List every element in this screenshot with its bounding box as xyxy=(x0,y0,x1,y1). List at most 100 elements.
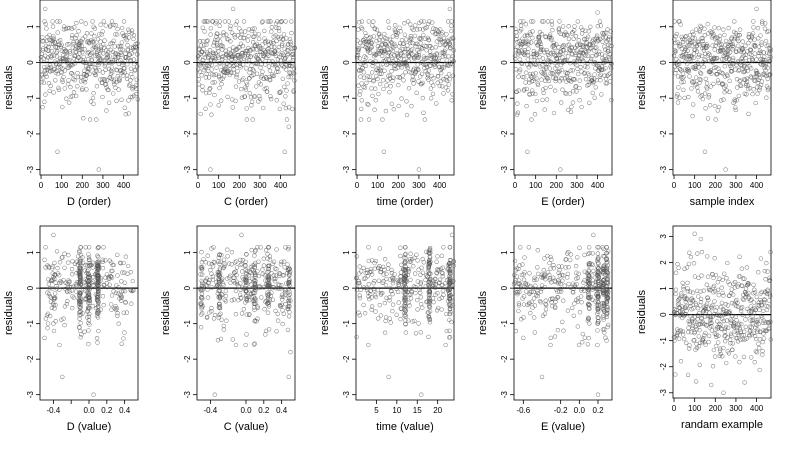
data-point xyxy=(54,49,60,54)
data-point xyxy=(542,256,547,261)
data-point xyxy=(260,69,265,74)
data-point xyxy=(543,78,548,83)
data-point xyxy=(752,51,757,56)
data-point xyxy=(427,49,433,54)
data-point xyxy=(269,271,274,276)
data-point xyxy=(223,288,229,294)
data-point xyxy=(764,95,769,100)
data-point xyxy=(422,117,428,122)
data-point xyxy=(592,95,597,100)
data-point xyxy=(402,32,408,37)
data-point xyxy=(258,82,263,87)
data-point xyxy=(240,269,245,274)
x-axis-label: time (order) xyxy=(377,196,434,208)
data-point xyxy=(241,19,247,24)
data-point xyxy=(595,10,600,15)
data-point xyxy=(56,65,61,70)
data-point xyxy=(721,27,726,32)
data-point xyxy=(521,302,527,307)
data-point xyxy=(572,24,577,29)
data-point xyxy=(691,102,696,107)
data-point xyxy=(200,38,206,44)
data-point xyxy=(567,91,573,96)
data-point xyxy=(375,51,380,56)
data-point xyxy=(205,19,211,24)
data-point xyxy=(357,56,363,61)
data-point xyxy=(384,83,389,88)
data-point xyxy=(212,80,217,85)
data-point xyxy=(261,105,266,111)
data-point xyxy=(447,317,452,323)
data-point xyxy=(441,91,446,96)
data-point xyxy=(113,23,118,28)
data-point xyxy=(712,25,717,30)
data-point xyxy=(282,46,287,51)
data-point xyxy=(133,91,139,97)
data-point xyxy=(390,75,396,80)
data-point xyxy=(266,64,272,69)
data-point xyxy=(132,67,138,72)
data-point xyxy=(213,72,219,77)
data-point xyxy=(577,245,582,250)
data-point xyxy=(117,76,122,81)
data-point xyxy=(247,91,252,96)
data-point xyxy=(704,81,710,86)
data-point xyxy=(200,84,205,89)
data-point xyxy=(241,307,246,312)
data-point xyxy=(525,57,530,62)
data-point xyxy=(135,97,140,102)
data-point xyxy=(70,72,76,77)
data-point xyxy=(205,38,210,43)
data-point xyxy=(211,72,217,78)
y-tick-label: 1 xyxy=(26,24,35,29)
data-point xyxy=(398,253,403,259)
data-point xyxy=(59,77,65,82)
data-point xyxy=(115,26,120,32)
data-point xyxy=(416,167,422,172)
data-point xyxy=(560,87,565,92)
data-point xyxy=(419,392,424,397)
data-point xyxy=(101,245,106,250)
data-point xyxy=(525,52,531,58)
data-point xyxy=(100,70,106,75)
data-point xyxy=(75,70,80,76)
data-point xyxy=(263,332,268,337)
data-point xyxy=(523,22,528,27)
data-point xyxy=(550,303,555,309)
data-point xyxy=(286,42,291,47)
data-point xyxy=(75,84,80,89)
data-point xyxy=(272,266,278,271)
data-point xyxy=(678,359,684,364)
data-point xyxy=(239,86,244,92)
data-point xyxy=(752,37,757,42)
data-point xyxy=(367,39,372,44)
data-point xyxy=(115,252,120,258)
data-point xyxy=(94,68,99,73)
data-point xyxy=(594,45,599,50)
data-point xyxy=(390,78,395,83)
data-point xyxy=(111,38,116,43)
data-point xyxy=(761,336,767,341)
data-point xyxy=(252,249,258,254)
data-point xyxy=(718,322,723,327)
data-point xyxy=(710,364,716,369)
x-axis-label: E (order) xyxy=(541,196,584,208)
data-point xyxy=(382,48,388,53)
data-point xyxy=(566,36,572,42)
data-point xyxy=(381,59,386,64)
data-point xyxy=(516,74,521,79)
data-point xyxy=(421,19,427,24)
data-point xyxy=(274,25,279,30)
data-point xyxy=(435,74,441,79)
data-point xyxy=(134,59,139,65)
data-point xyxy=(244,117,250,122)
data-point xyxy=(243,87,249,92)
data-point xyxy=(102,77,107,82)
data-point xyxy=(98,39,103,44)
data-point xyxy=(118,50,123,55)
data-point xyxy=(101,19,106,24)
data-point xyxy=(53,45,59,50)
plot-frame xyxy=(513,0,613,176)
data-point xyxy=(202,55,207,60)
data-point xyxy=(675,100,681,105)
